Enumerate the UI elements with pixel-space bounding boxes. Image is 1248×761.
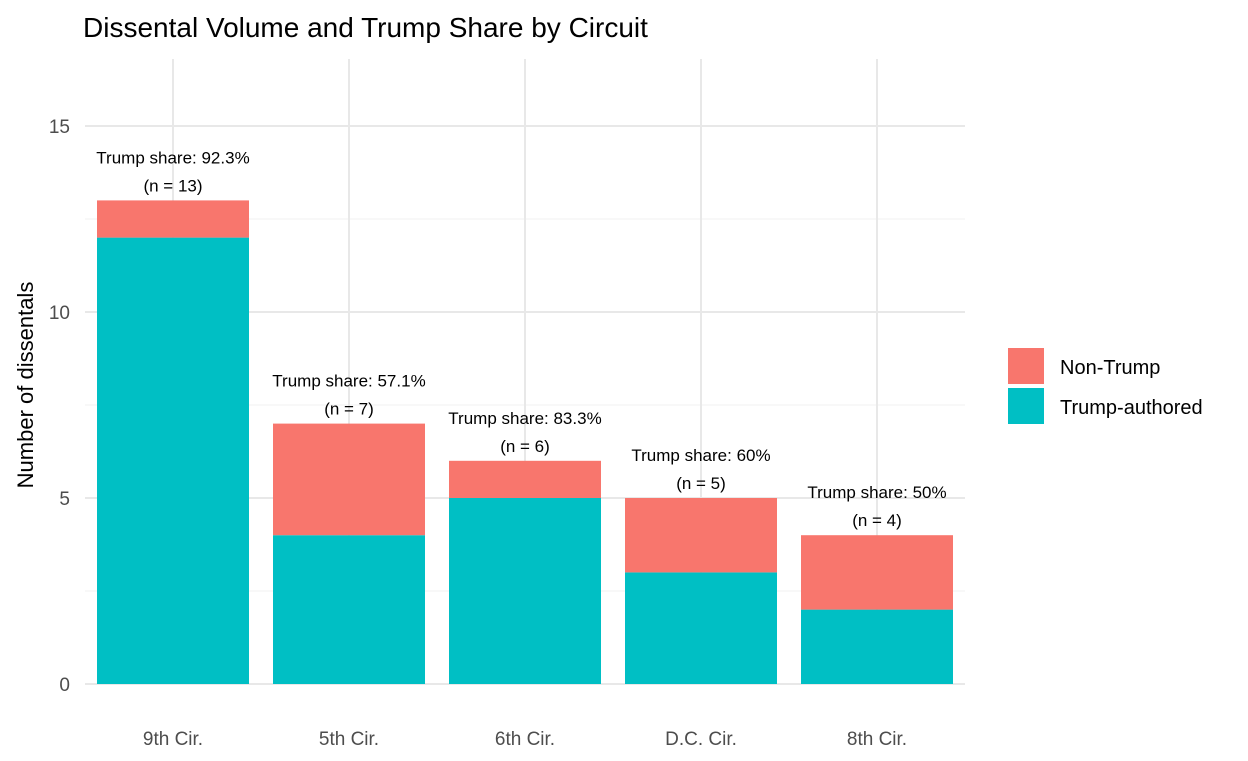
y-tick-label: 0 [59, 675, 70, 696]
bar-trump-authored [625, 572, 777, 684]
bar-non-trump [801, 535, 953, 610]
bar-annotation-n: (n = 4) [852, 511, 902, 530]
x-tick-label: 9th Cir. [143, 729, 203, 750]
chart-title: Dissental Volume and Trump Share by Circ… [83, 12, 648, 43]
bar-annotation-share: Trump share: 57.1% [272, 372, 425, 391]
x-tick-label: 6th Cir. [495, 729, 555, 750]
legend-swatch [1008, 348, 1044, 384]
bar-annotation-share: Trump share: 60% [631, 446, 770, 465]
bar-annotation-n: (n = 13) [143, 176, 202, 195]
y-axis-label: Number of dissentals [13, 282, 38, 489]
bar-annotation-share: Trump share: 83.3% [448, 409, 601, 428]
bar-annotation-n: (n = 5) [676, 474, 726, 493]
y-tick-label: 5 [59, 489, 70, 510]
legend-label: Non-Trump [1060, 357, 1160, 379]
bar-non-trump [449, 460, 601, 498]
x-tick-label: D.C. Cir. [665, 729, 737, 750]
bar-trump-authored [801, 609, 953, 684]
bar-annotation-n: (n = 6) [500, 437, 550, 456]
bar-annotation-share: Trump share: 92.3% [96, 148, 249, 167]
x-tick-label: 5th Cir. [319, 729, 379, 750]
x-tick-label: 8th Cir. [847, 729, 907, 750]
bar-trump-authored [97, 237, 249, 684]
bar-trump-authored [273, 535, 425, 684]
y-tick-label: 10 [49, 303, 70, 324]
bar-trump-authored [449, 498, 601, 684]
bar-annotation-share: Trump share: 50% [807, 483, 946, 502]
y-tick-label: 15 [49, 117, 70, 138]
bar-non-trump [273, 423, 425, 536]
legend-swatch [1008, 388, 1044, 424]
bar-non-trump [97, 200, 249, 238]
bar-non-trump [625, 498, 777, 573]
bar-annotation-n: (n = 7) [324, 400, 374, 419]
legend-label: Trump-authored [1060, 397, 1203, 419]
